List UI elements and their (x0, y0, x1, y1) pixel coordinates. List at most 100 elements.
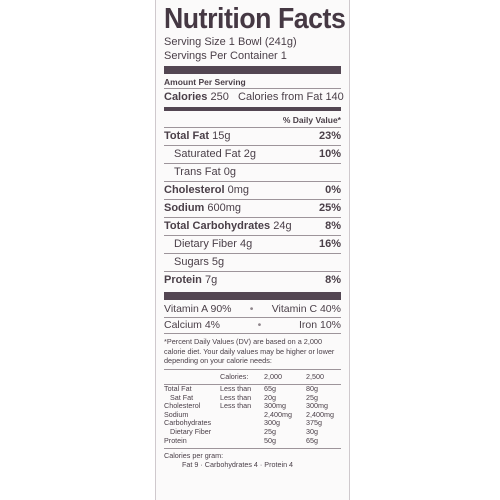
table-cell (220, 419, 264, 428)
table-header-row: Calories: 2,000 2,500 (164, 371, 341, 382)
nutrient-name: Protein (164, 274, 202, 286)
table-cell: 300mg (306, 401, 328, 411)
rule (164, 145, 341, 146)
table-row: Sodium 2,400mg 2,400mg (164, 409, 341, 420)
daily-values-table: Calories: 2,000 2,500 Total Fat Less tha… (164, 371, 341, 446)
table-cell: Total Fat (164, 384, 192, 394)
table-cell: Protein (164, 435, 187, 445)
thick-divider (164, 66, 341, 74)
table-cell: Less than (220, 392, 252, 402)
table-cell: Less than (220, 384, 252, 394)
calcium: Calcium 4% (164, 319, 221, 331)
vitamin-row-1: Vitamin A 90% • Vitamin C 40% (164, 302, 341, 317)
serving-size: Serving Size 1 Bowl (241g) (164, 36, 297, 48)
nutrient-dv: 0% (325, 184, 341, 196)
table-cell: Carbohydrates (164, 418, 212, 428)
rule (164, 127, 341, 128)
nutrient-dv: 8% (325, 220, 341, 232)
table-cell: Sodium (164, 409, 189, 419)
nutrient-name: Dietary Fiber (174, 238, 237, 250)
table-row: Carbohydrates 300g 375g (164, 419, 341, 428)
table-cell (220, 428, 264, 437)
table-row: Sat Fat Less than 20g 25g (164, 392, 341, 403)
table-cell: 20g (264, 392, 276, 402)
table-cell: 50g (264, 435, 276, 445)
nutrient-amount: 24g (273, 220, 292, 232)
table-cell: 300g (264, 418, 280, 428)
nutrition-label: Nutrition Facts Serving Size 1 Bowl (241… (155, 0, 350, 500)
calories-per-gram-values: Fat 9 · Carbohydrates 4 · Protein 4 (182, 460, 294, 470)
table-row: Cholesterol Less than 300mg 300mg (164, 402, 341, 411)
nutrient-dv: 23% (318, 130, 341, 142)
amount-per-serving: Amount Per Serving (164, 77, 246, 87)
table-cell: Dietary Fiber (170, 427, 212, 437)
calories-fat-label: Calories from Fat (238, 91, 323, 103)
daily-value-header: % Daily Value* (282, 115, 341, 125)
table-cell: Less than (220, 401, 252, 411)
nutrient-dv: 25% (318, 202, 341, 214)
calories-label: Calories (164, 91, 208, 103)
table-cell: 65g (306, 435, 318, 445)
table-cell: 2,000 (264, 371, 282, 381)
iron: Iron 10% (298, 319, 341, 331)
nutrient-row-saturated-fat: Saturated Fat 2g 10% (164, 146, 341, 163)
rule (164, 235, 341, 236)
rule (164, 253, 341, 254)
rule (164, 181, 341, 182)
table-cell: 25g (306, 392, 318, 402)
table-cell (164, 373, 220, 382)
bullet-separator: • (257, 319, 262, 331)
rule (164, 271, 341, 272)
label-title: Nutrition Facts (164, 3, 346, 35)
nutrient-name: Cholesterol (164, 184, 225, 196)
servings-per-container: Servings Per Container 1 (164, 50, 287, 62)
calories-fat-value: 140 (325, 91, 344, 103)
rule (164, 368, 341, 370)
table-row: Dietary Fiber 25g 30g (164, 427, 341, 437)
rule (164, 333, 341, 334)
vitamin-a: Vitamin A 90% (164, 303, 232, 315)
table-cell: Calories: (220, 371, 249, 381)
rule (164, 163, 341, 164)
rule (164, 199, 341, 200)
table-cell: Cholesterol (164, 401, 201, 411)
nutrient-name: Total Carbohydrates (164, 220, 271, 232)
calories-per-gram-label: Calories per gram: (164, 451, 224, 461)
bullet-separator: • (249, 303, 254, 315)
table-cell: 25g (264, 427, 276, 437)
thick-divider (164, 292, 341, 300)
nutrient-dv: 10% (318, 148, 341, 160)
nutrient-row-cholesterol: Cholesterol 0mg 0% (164, 182, 341, 199)
nutrient-row-sodium: Sodium 600mg 25% (164, 200, 341, 217)
table-row: Protein 50g 65g (164, 435, 341, 446)
table-cell: 80g (306, 384, 318, 394)
nutrient-amount: 4g (240, 238, 253, 250)
nutrient-amount: 600mg (207, 202, 242, 214)
nutrient-name: Saturated Fat (174, 148, 241, 160)
nutrient-row-total-carbohydrates: Total Carbohydrates 24g 8% (164, 218, 341, 235)
nutrient-amount: 15g (212, 130, 231, 142)
rule (164, 384, 341, 386)
nutrient-amount: 0g (223, 166, 236, 178)
vitamin-c: Vitamin C 40% (271, 303, 341, 315)
table-cell: 375g (306, 418, 322, 428)
table-cell: 2,500 (306, 371, 324, 381)
nutrient-name: Total Fat (164, 130, 210, 142)
table-cell (220, 437, 264, 446)
nutrient-amount: 7g (204, 274, 218, 286)
rule (164, 448, 341, 450)
nutrient-row-total-fat: Total Fat 15g 23% (164, 128, 341, 145)
rule (164, 317, 341, 318)
calories-value: 250 (210, 91, 229, 103)
nutrient-name: Sodium (164, 202, 205, 214)
nutrient-amount: 5g (211, 256, 225, 268)
nutrient-name: Sugars (174, 256, 209, 268)
table-cell: 30g (306, 427, 318, 437)
nutrient-dv: 16% (318, 238, 341, 250)
nutrient-amount: 2g (243, 148, 256, 160)
nutrient-row-protein: Protein 7g 8% (164, 272, 341, 289)
nutrient-row-dietary-fiber: Dietary Fiber 4g 16% (164, 236, 341, 253)
nutrient-row-trans-fat: Trans Fat 0g (164, 164, 341, 181)
table-cell: Sat Fat (170, 392, 194, 402)
table-cell: 65g (264, 384, 276, 394)
